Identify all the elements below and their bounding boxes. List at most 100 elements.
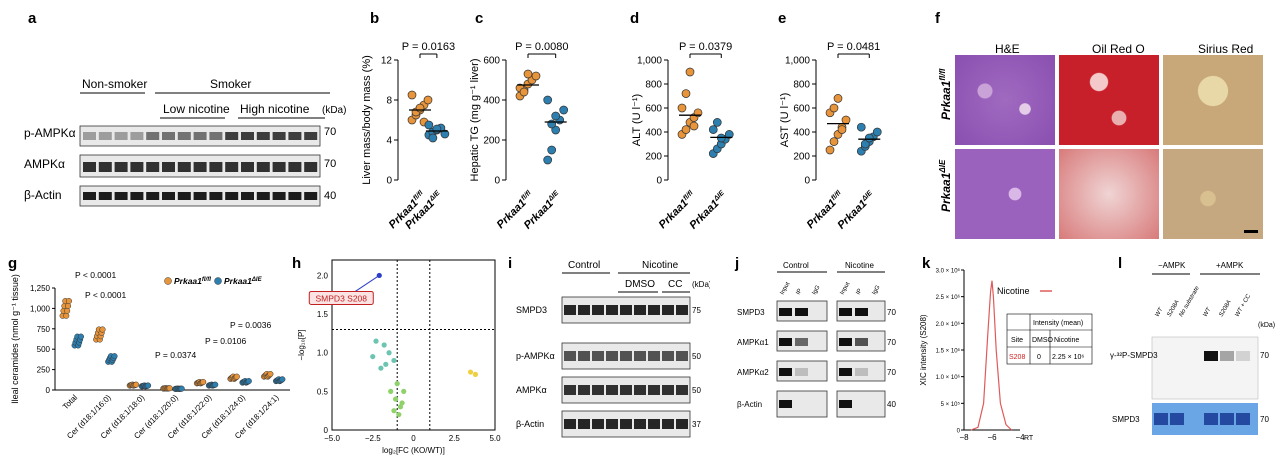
legend-marker: [214, 277, 222, 285]
i-band: [634, 351, 646, 361]
a-band: [114, 192, 128, 200]
data-point: [547, 145, 557, 155]
f-row-flfl: Prkaa1fl/fl: [938, 68, 953, 120]
y-tick-label: 0: [804, 176, 810, 187]
panel-l-blot: −AMPK +AMPK WT S208A No substrate WT S20…: [1110, 261, 1275, 435]
a-band: [146, 162, 160, 172]
f-col-sirius: Sirius Red: [1198, 42, 1254, 56]
j-kda-3: 70: [887, 368, 896, 377]
data-point: [559, 105, 569, 115]
f-oil-die-image: [1059, 149, 1159, 239]
i-group-control: Control: [568, 260, 600, 271]
a-group-nonsmoker: Non-smoker: [82, 77, 147, 91]
l-group-minus: −AMPK: [1158, 261, 1186, 270]
data-point: [432, 124, 442, 134]
j-band: [779, 308, 792, 316]
data-point: [547, 119, 557, 129]
f-scale-bar: [1244, 230, 1258, 233]
f-he-die-image: [955, 149, 1055, 239]
data-point: [467, 369, 474, 375]
series-line-nicotine: [970, 280, 1013, 431]
i-band: [634, 305, 646, 315]
a-band: [304, 132, 318, 140]
j-band: [779, 400, 792, 408]
data-point: [712, 118, 722, 127]
a-band: [162, 132, 175, 140]
a-band: [272, 162, 286, 172]
a-band: [225, 192, 239, 200]
data-point: [531, 71, 541, 81]
data-point: [856, 122, 866, 132]
data-point: [391, 357, 397, 364]
y-tick-label: 750: [37, 325, 51, 334]
data-point: [378, 365, 384, 371]
x-axis-label: log₂[FC (KO/WT)]: [382, 446, 445, 455]
callout-box: [308, 290, 374, 305]
l-kda-1: 70: [1260, 351, 1269, 360]
p-value: P = 0.0374: [155, 350, 196, 360]
l-lane-3: No substrate: [1179, 285, 1202, 318]
data-point: [383, 361, 389, 367]
j-lane-2: IP: [796, 288, 804, 296]
data-point: [65, 298, 72, 305]
a-band: [256, 162, 270, 172]
i-band: [662, 385, 674, 395]
data-point: [200, 378, 207, 386]
a-band: [130, 132, 144, 140]
a-band: [209, 162, 223, 172]
data-point: [391, 408, 397, 414]
a-kda-label: (kDa): [322, 105, 346, 116]
data-point: [551, 111, 561, 121]
i-band: [676, 305, 688, 315]
data-point: [145, 382, 152, 389]
x-category-label: Prkaa1ΔIE: [835, 189, 877, 231]
panel-label-b: b: [370, 10, 380, 27]
i-band: [620, 419, 632, 429]
data-point: [689, 121, 699, 131]
a-band: [225, 162, 239, 172]
y-axis-label: −log₁₀[P]: [297, 329, 306, 360]
a-band: [146, 132, 160, 140]
l-row-smpd3: SMPD3: [1112, 415, 1140, 424]
y-tick-label: 0: [324, 426, 329, 435]
x-axis-unit: RT: [1024, 435, 1034, 442]
y-tick-label: 0: [957, 429, 961, 435]
i-group-nicotine: Nicotine: [642, 260, 679, 271]
i-row-ampk: AMPKα: [516, 385, 547, 395]
y-tick-label: 800: [793, 80, 810, 91]
k-legend-label: Nicotine: [997, 286, 1030, 296]
data-point: [407, 90, 417, 100]
i-band: [578, 419, 590, 429]
a-band: [98, 162, 112, 172]
a-band: [272, 192, 286, 200]
y-tick-label: 800: [645, 80, 662, 91]
panel-label-d: d: [630, 10, 640, 27]
i-band: [564, 351, 576, 361]
a-band: [225, 132, 239, 140]
a-band: [162, 162, 175, 172]
x-tick-label: −4: [1015, 433, 1025, 442]
a-row-pampk: p-AMPKα: [24, 126, 76, 140]
y-tick-label: 1.5 × 10⁶: [936, 348, 961, 355]
data-point: [64, 302, 72, 310]
j-lane-5: IP: [856, 288, 864, 296]
j-band: [855, 338, 868, 346]
panel-j-blot: Control Nicotine Input IP IgG Input IP I…: [737, 261, 896, 418]
a-band: [209, 192, 223, 200]
l-lane-4: WT: [1203, 306, 1214, 318]
p-value: P = 0.0106: [205, 336, 246, 346]
l-band: [1220, 351, 1234, 361]
l-coomassie-band: [1204, 413, 1218, 425]
panel-k-chart: Nicotine Site Intensity (mean) DMSO Nico…: [920, 268, 1093, 442]
data-point: [133, 381, 140, 388]
j-lane-4: Input: [840, 281, 852, 296]
j-group-nicotine: Nicotine: [845, 261, 874, 270]
y-tick-label: 2.5 × 10⁶: [936, 294, 961, 301]
data-point: [392, 396, 399, 402]
a-band: [256, 192, 270, 200]
data-point: [212, 381, 219, 388]
data-point: [685, 67, 695, 77]
data-point: [373, 338, 379, 344]
a-sub-low: Low nicotine: [163, 102, 230, 116]
